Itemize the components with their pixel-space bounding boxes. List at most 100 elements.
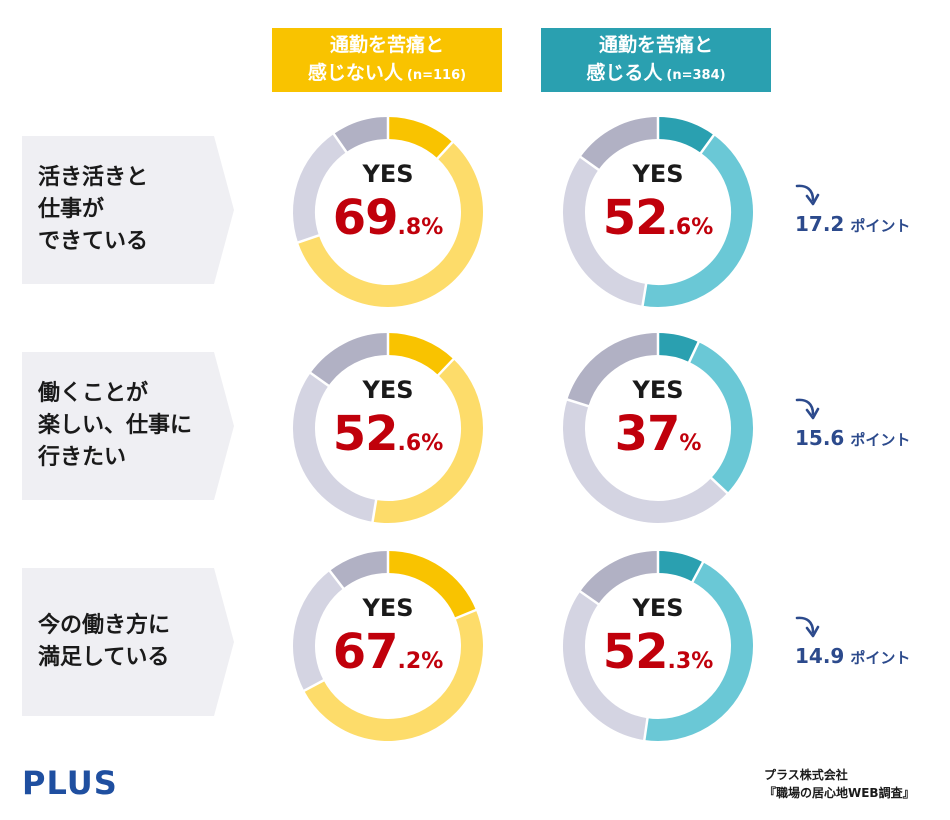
donut-row3-b-dec: .3% (667, 649, 714, 674)
slice-divider (709, 476, 729, 495)
row-label-2-line1: 働くことが (38, 381, 149, 406)
header-not-painful-line1: 通勤を苦痛と (329, 33, 444, 56)
slice-divider (309, 371, 331, 388)
row-label-2-line2: 楽しい、仕事に (38, 413, 193, 438)
diff-row1-unit: ポイント (850, 217, 911, 235)
header-painful: 通勤を苦痛と 感じる人 (n=384) (541, 28, 771, 92)
donut-row1-a: YES 69.8% (288, 112, 488, 312)
yes-slice-strong (387, 117, 453, 159)
header-not-painful-line2: 感じない人 (307, 61, 403, 84)
slice-divider (296, 233, 321, 244)
no-slice-strong (580, 117, 659, 171)
donut-row2-b-int: 37 (614, 406, 681, 462)
slice-divider (328, 569, 345, 590)
diff-row2-unit: ポイント (850, 431, 911, 449)
yes-slice-strong (657, 551, 703, 582)
source-survey: 『職場の居心地WEB調査』 (764, 786, 915, 800)
yes-slice (304, 610, 483, 741)
no-slice-strong (310, 333, 389, 387)
no-slice (563, 591, 648, 741)
donut-row1-a-int: 69 (332, 190, 399, 246)
yes-slice-strong (387, 551, 476, 619)
donut-row3-b-svg (563, 550, 753, 742)
row-label-bg (22, 136, 234, 284)
donut-row3-b: YES 52.3% (558, 546, 758, 746)
donut-row3-a-dec: .2% (397, 649, 444, 674)
row-label-1-line1: 活き活きと (38, 165, 149, 190)
slice-divider (699, 133, 716, 155)
donut-row1-b-yes: YES (632, 160, 684, 188)
header-painful-line2: 感じる人 (586, 61, 663, 84)
yes-slice (688, 342, 753, 494)
donut-row1-a-dec: .8% (397, 215, 444, 240)
donut-row1-b-svg (563, 116, 753, 307)
row-label-1-line2: 仕事が (38, 197, 105, 222)
row-label-1: 活き活きと 仕事が できている (22, 136, 234, 284)
donut-row2-b-svg (563, 332, 753, 523)
slice-divider (687, 340, 701, 364)
yes-slice-strong (657, 117, 714, 154)
row-label-bg (22, 352, 234, 500)
row-label-2-line3: 行きたい (38, 445, 127, 470)
donut-row3-a-svg (293, 550, 483, 741)
no-slice-strong (580, 551, 659, 605)
donut-row3-a-int: 67 (332, 624, 399, 680)
donut-row3-a-yes: YES (362, 594, 414, 622)
curved-arrow-icon (795, 398, 820, 420)
header-not-painful: 通勤を苦痛と 感じない人 (n=116) (272, 28, 502, 92)
yes-slice (298, 142, 483, 307)
yes-slice-strong (657, 333, 699, 363)
no-slice (293, 570, 344, 691)
slice-divider (302, 678, 326, 693)
donut-row3-a: YES 67.2% (288, 546, 488, 746)
header-not-painful-n: (n=116) (406, 67, 467, 83)
source-note: プラス株式会社 『職場の居心地WEB調査』 (764, 766, 915, 802)
diff-row2-value: 15.6 (795, 426, 845, 450)
donut-row2-a-svg (293, 332, 483, 523)
donut-row2-b-yes: YES (632, 376, 684, 404)
header-painful-line1: 通勤を苦痛と (598, 33, 713, 56)
source-company: プラス株式会社 (764, 768, 848, 782)
slice-divider (454, 608, 478, 620)
donut-row1-a-yes: YES (362, 160, 414, 188)
donut-row2-a-int: 52 (332, 406, 399, 462)
no-slice (563, 156, 647, 306)
donut-row2-b: YES 37% (558, 328, 758, 528)
slice-divider (642, 717, 649, 742)
plus-logo: PLUS (22, 764, 118, 802)
row-label-3-line1: 今の働き方に (38, 613, 171, 638)
yes-slice (644, 562, 753, 741)
slice-divider (579, 155, 601, 172)
row-label-3-line2: 満足している (38, 645, 170, 670)
donut-row1-b-int: 52 (602, 190, 669, 246)
slice-divider (690, 560, 705, 584)
row-label-1-line3: できている (38, 229, 149, 254)
donut-row2-a: YES 52.6% (288, 328, 488, 528)
slice-divider (435, 140, 455, 160)
no-slice-strong (333, 117, 389, 153)
row-label-3: 今の働き方に 満足している (22, 568, 234, 716)
donut-row2-a-dec: .6% (397, 431, 444, 456)
diff-row3-unit: ポイント (850, 649, 911, 667)
header-painful-n: (n=384) (666, 67, 726, 83)
slice-divider (436, 357, 456, 377)
curved-arrow-icon (795, 184, 820, 206)
donut-row1-b-dec: .6% (667, 215, 714, 240)
no-slice (293, 372, 377, 522)
row-label-2: 働くことが 楽しい、仕事に 行きたい (22, 352, 234, 500)
slice-divider (371, 498, 378, 523)
no-slice-strong (329, 551, 389, 589)
curved-arrow-icon (795, 616, 820, 638)
yes-slice-strong (387, 333, 454, 376)
diff-row3-value: 14.9 (795, 644, 845, 668)
slice-divider (578, 589, 600, 606)
donut-row1-b: YES 52.6% (558, 112, 758, 312)
donut-row3-b-int: 52 (602, 624, 669, 680)
diff-row1-value: 17.2 (795, 212, 845, 236)
yes-slice (372, 359, 483, 523)
donut-row2-b-dec: % (679, 431, 702, 456)
slice-divider (332, 132, 348, 154)
donut-row2-a-yes: YES (362, 376, 414, 404)
no-slice (563, 399, 728, 523)
no-slice (293, 133, 347, 243)
